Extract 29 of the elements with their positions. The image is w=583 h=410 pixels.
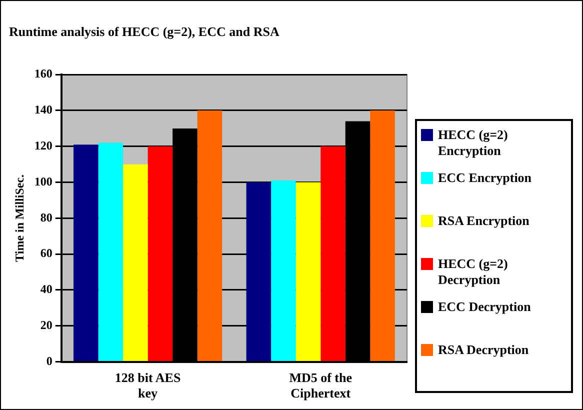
x-tick-label: 128 bit AES key xyxy=(114,370,181,401)
legend-label: ECC Decryption xyxy=(438,299,531,315)
bar xyxy=(296,182,321,362)
chart-title: Runtime analysis of HECC (g=2), ECC and RSA xyxy=(9,24,280,40)
y-tick-label: 60 xyxy=(40,246,52,260)
y-tick-label: 100 xyxy=(34,174,52,188)
bar xyxy=(98,142,124,362)
legend-label: RSA Decryption xyxy=(438,342,529,358)
bar xyxy=(148,146,173,362)
legend-label: RSA Encryption xyxy=(438,213,530,229)
y-tick-label: 80 xyxy=(40,210,52,224)
x-tick-label: MD5 of the Ciphertext xyxy=(289,370,352,401)
legend-label: HECC (g=2) Decryption xyxy=(438,256,509,288)
bar xyxy=(123,164,148,362)
bar xyxy=(197,110,222,362)
legend-label: ECC Encryption xyxy=(438,170,532,186)
y-tick-label: 20 xyxy=(40,318,52,332)
bar xyxy=(73,144,98,362)
y-axis-title: Time in MilliSec. xyxy=(12,174,26,262)
bar xyxy=(246,182,272,362)
bar xyxy=(370,110,395,362)
y-tick-label: 40 xyxy=(40,282,52,296)
bar xyxy=(271,180,296,362)
y-tick-label: 0 xyxy=(46,354,52,368)
y-tick-label: 160 xyxy=(34,66,52,81)
y-tick-label: 140 xyxy=(34,102,52,117)
legend-label: HECC (g=2) Encryption xyxy=(438,127,509,159)
y-tick-label: 120 xyxy=(34,138,52,152)
bar xyxy=(320,146,346,362)
